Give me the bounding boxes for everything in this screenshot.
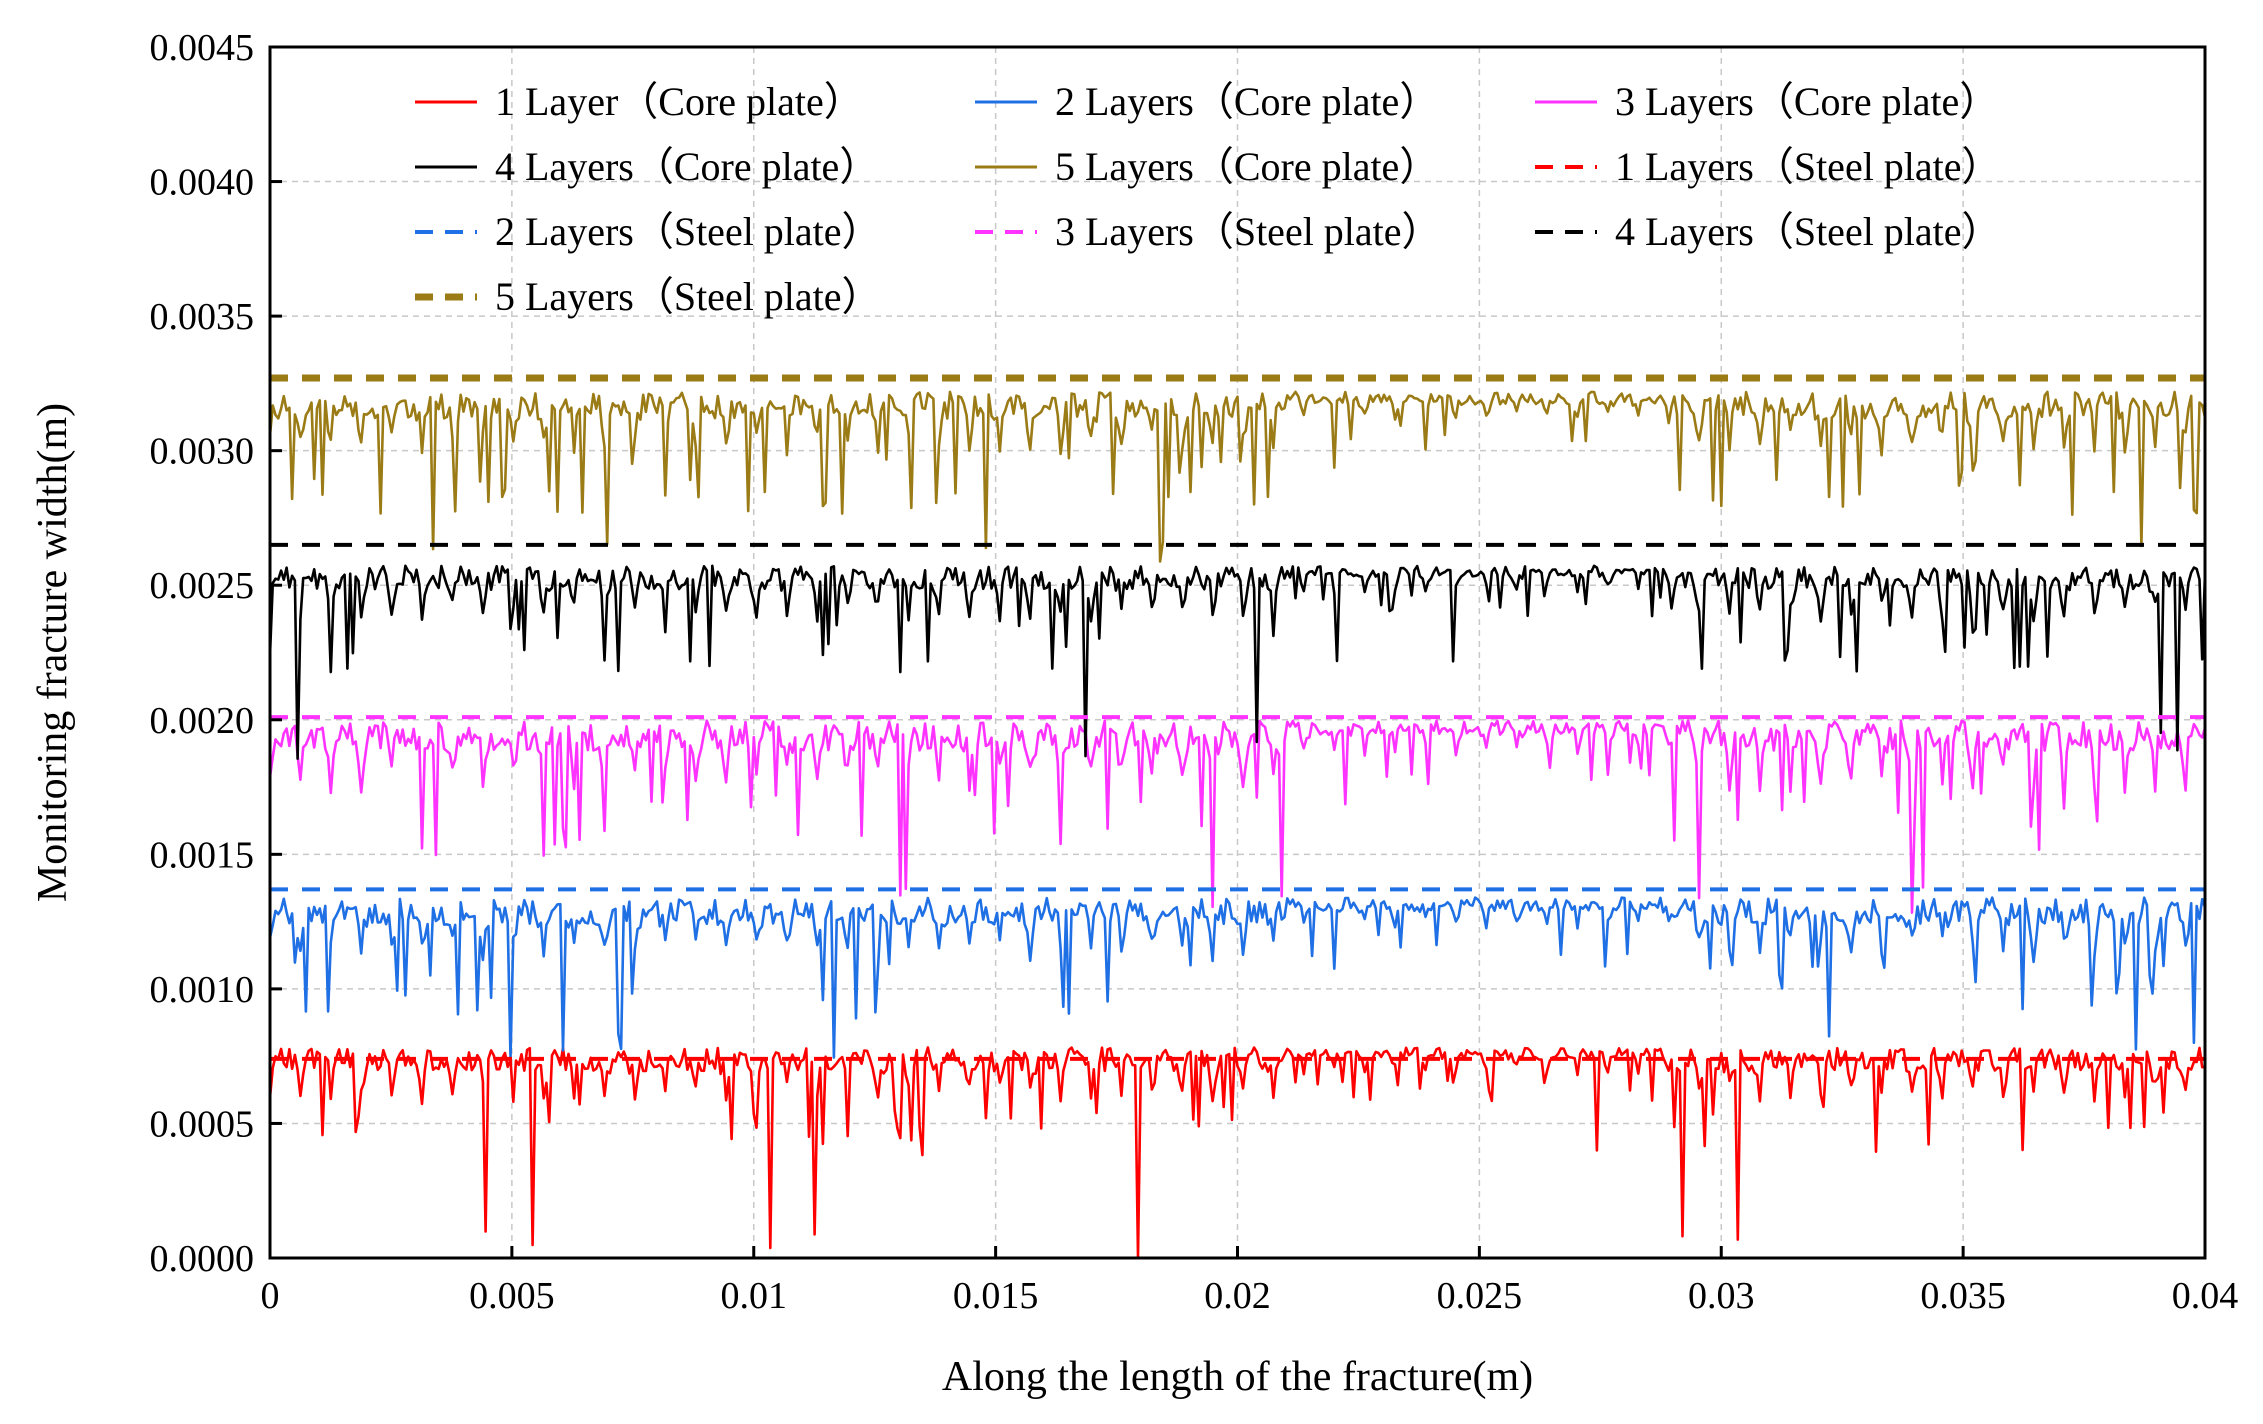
x-axis-title: Along the length of the fracture(m) bbox=[942, 1354, 1533, 1400]
legend-label: 3 Layers（Steel plate） bbox=[1055, 209, 1442, 254]
legend-label: 1 Layers（Steel plate） bbox=[1615, 144, 2002, 189]
y-tick-label: 0.0030 bbox=[150, 431, 255, 473]
legend-label: 4 Layers（Steel plate） bbox=[1615, 209, 2002, 254]
legend-label: 5 Layers（Steel plate） bbox=[495, 274, 882, 319]
series-line-core-5 bbox=[268, 390, 2207, 563]
x-tick-label: 0.03 bbox=[1688, 1275, 1755, 1317]
y-axis-title: Monitoring fracture width(m) bbox=[30, 403, 76, 902]
legend-label: 3 Layers（Core plate） bbox=[1615, 79, 1999, 124]
legend-label: 1 Layer（Core plate） bbox=[495, 79, 864, 124]
y-tick-label: 0.0010 bbox=[150, 969, 255, 1011]
series-line-core-4 bbox=[268, 564, 2207, 760]
series-line-core-2 bbox=[268, 896, 2207, 1060]
y-tick-label: 0.0015 bbox=[150, 834, 255, 876]
series-line-core-1 bbox=[268, 1046, 2206, 1259]
x-tick-label: 0.015 bbox=[953, 1275, 1039, 1317]
x-tick-label: 0.035 bbox=[1920, 1275, 2006, 1317]
y-tick-label: 0.0000 bbox=[150, 1238, 255, 1280]
y-tick-label: 0.0035 bbox=[150, 296, 255, 338]
x-tick-label: 0 bbox=[261, 1275, 280, 1317]
y-tick-label: 0.0005 bbox=[150, 1103, 255, 1145]
x-tick-label: 0.04 bbox=[2172, 1275, 2239, 1317]
x-tick-label: 0.02 bbox=[1204, 1275, 1271, 1317]
y-tick-label: 0.0020 bbox=[150, 700, 255, 742]
legend: 1 Layer（Core plate） 2 Layers（Core plate） 3… bbox=[415, 79, 2002, 319]
x-tick-label: 0.025 bbox=[1437, 1275, 1523, 1317]
x-tick-label: 0.005 bbox=[469, 1275, 555, 1317]
legend-label: 5 Layers（Core plate） bbox=[1055, 144, 1439, 189]
grid bbox=[270, 47, 2205, 1258]
y-tick-label: 0.0045 bbox=[150, 27, 255, 69]
series-lines bbox=[268, 374, 2207, 1259]
legend-label: 2 Layers（Core plate） bbox=[1055, 79, 1439, 124]
y-tick-label: 0.0040 bbox=[150, 162, 255, 204]
y-tick-label: 0.0025 bbox=[150, 565, 255, 607]
legend-label: 4 Layers（Core plate） bbox=[495, 144, 879, 189]
x-tick-label: 0.01 bbox=[721, 1275, 788, 1317]
series-line-core-3 bbox=[268, 719, 2207, 914]
axes: 0.0000 0.0005 0.0010 0.0015 0.0020 0.0025 0.00… bbox=[150, 27, 2239, 1317]
legend-label: 2 Layers（Steel plate） bbox=[495, 209, 882, 254]
